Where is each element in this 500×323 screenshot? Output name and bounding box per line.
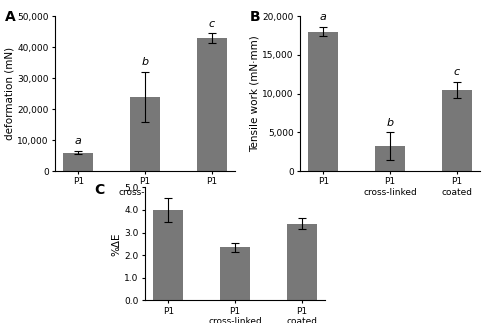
Text: a: a <box>75 136 82 146</box>
Bar <box>153 210 183 300</box>
Bar <box>220 247 250 300</box>
Text: B: B <box>250 10 260 24</box>
Text: A: A <box>4 10 16 24</box>
Y-axis label: Tensile work (mN·mm): Tensile work (mN·mm) <box>250 35 260 152</box>
Bar <box>287 224 317 300</box>
Bar <box>130 97 160 171</box>
Text: b: b <box>142 57 148 67</box>
Y-axis label: Maximum force of
deformation (mN): Maximum force of deformation (mN) <box>0 47 14 141</box>
Bar <box>375 146 405 171</box>
Bar <box>63 152 93 171</box>
Text: c: c <box>208 18 215 28</box>
Text: c: c <box>454 68 460 78</box>
Bar <box>197 38 227 171</box>
Text: C: C <box>94 183 105 197</box>
Bar <box>442 90 472 171</box>
Y-axis label: %ΔE: %ΔE <box>112 232 122 255</box>
Bar <box>308 32 338 171</box>
Text: a: a <box>320 12 326 22</box>
Text: b: b <box>386 118 394 128</box>
